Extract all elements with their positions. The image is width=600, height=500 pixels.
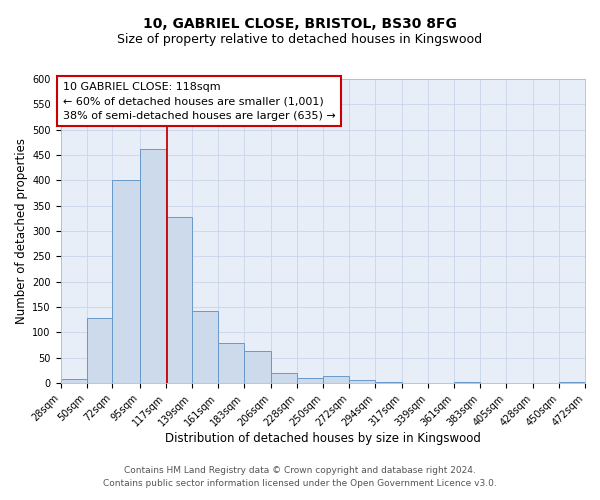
Text: Contains HM Land Registry data © Crown copyright and database right 2024.
Contai: Contains HM Land Registry data © Crown c… bbox=[103, 466, 497, 487]
Bar bbox=[86, 318, 112, 383]
Bar bbox=[166, 217, 191, 383]
Bar bbox=[349, 380, 375, 383]
Bar bbox=[218, 343, 244, 383]
Y-axis label: Number of detached properties: Number of detached properties bbox=[15, 138, 28, 324]
Text: Size of property relative to detached houses in Kingswood: Size of property relative to detached ho… bbox=[118, 32, 482, 46]
Text: 10, GABRIEL CLOSE, BRISTOL, BS30 8FG: 10, GABRIEL CLOSE, BRISTOL, BS30 8FG bbox=[143, 18, 457, 32]
Bar bbox=[271, 373, 297, 383]
Bar bbox=[375, 382, 402, 383]
Text: 10 GABRIEL CLOSE: 118sqm
← 60% of detached houses are smaller (1,001)
38% of sem: 10 GABRIEL CLOSE: 118sqm ← 60% of detach… bbox=[63, 82, 335, 121]
Bar bbox=[244, 351, 271, 383]
Bar bbox=[323, 376, 349, 383]
Bar bbox=[140, 149, 166, 383]
Bar bbox=[297, 378, 323, 383]
Bar bbox=[191, 310, 218, 383]
Bar bbox=[112, 180, 140, 383]
Bar bbox=[61, 379, 86, 383]
Bar bbox=[454, 382, 480, 383]
X-axis label: Distribution of detached houses by size in Kingswood: Distribution of detached houses by size … bbox=[165, 432, 481, 445]
Bar bbox=[559, 382, 585, 383]
